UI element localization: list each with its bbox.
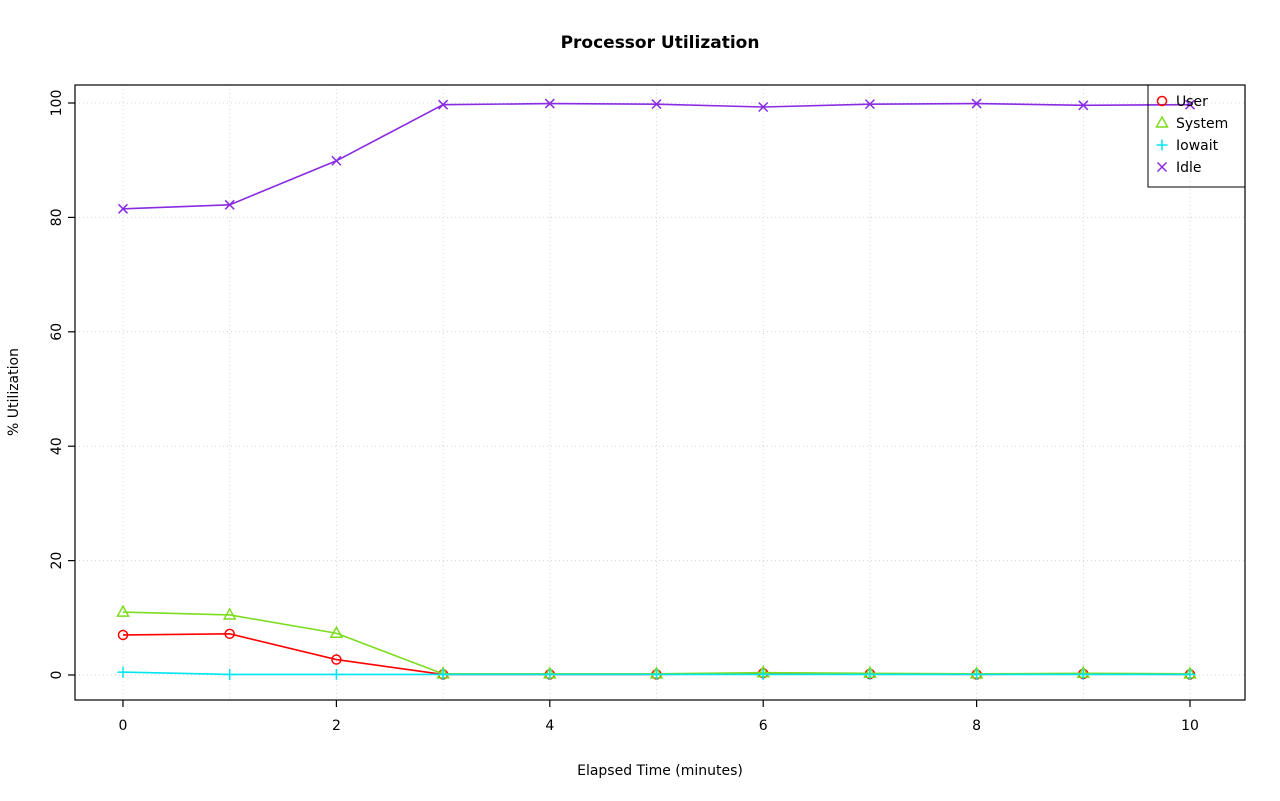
series-marker-idle bbox=[651, 99, 662, 110]
y-axis-tick-label: 100 bbox=[49, 90, 65, 117]
legend-marker-idle bbox=[1156, 161, 1168, 173]
series-marker-idle bbox=[758, 101, 769, 113]
x-axis-tick-label: 2 bbox=[332, 718, 341, 734]
series-marker-idle bbox=[117, 203, 129, 214]
series-marker-user bbox=[224, 628, 235, 640]
y-axis-label: % Utilization bbox=[6, 348, 22, 436]
y-axis-tick-label: 20 bbox=[49, 552, 65, 570]
legend-box bbox=[1147, 84, 1246, 188]
y-axis-tick-label: 80 bbox=[49, 208, 65, 226]
series-marker-system bbox=[222, 607, 237, 620]
y-axis-tick-label: 40 bbox=[49, 437, 65, 455]
x-axis-label: Elapsed Time (minutes) bbox=[577, 763, 743, 779]
legend-label-iowait: Iowait bbox=[1176, 138, 1219, 154]
legend-marker-user bbox=[1156, 95, 1168, 107]
x-axis-tick-label: 8 bbox=[972, 718, 981, 734]
x-axis-tick-label: 4 bbox=[545, 718, 554, 734]
x-axis-tick-label: 10 bbox=[1181, 718, 1199, 734]
legend-marker-system bbox=[1155, 115, 1169, 128]
series-marker-idle bbox=[331, 155, 342, 166]
y-axis-tick-label: 60 bbox=[49, 323, 65, 341]
series-marker-idle bbox=[971, 98, 982, 109]
y-axis-tick-label: 0 bbox=[49, 671, 65, 680]
x-axis-tick-label: 6 bbox=[759, 718, 768, 734]
series-marker-user bbox=[117, 629, 129, 641]
plot-border bbox=[74, 84, 1246, 701]
legend-label-system: System bbox=[1176, 116, 1228, 132]
x-axis-tick-label: 0 bbox=[119, 718, 128, 734]
series-marker-system bbox=[329, 625, 344, 638]
chart-title: Processor Utilization bbox=[561, 33, 760, 53]
legend-label-idle: Idle bbox=[1176, 160, 1202, 176]
series-marker-system bbox=[116, 604, 130, 617]
series-marker-idle bbox=[1078, 100, 1089, 111]
series-marker-user bbox=[331, 654, 342, 665]
series-marker-idle bbox=[544, 98, 555, 109]
series-marker-idle bbox=[864, 99, 875, 110]
legend-label-user: User bbox=[1176, 94, 1208, 110]
series-marker-idle bbox=[1184, 99, 1196, 110]
series-marker-idle bbox=[224, 199, 235, 210]
series-marker-idle bbox=[438, 99, 449, 110]
